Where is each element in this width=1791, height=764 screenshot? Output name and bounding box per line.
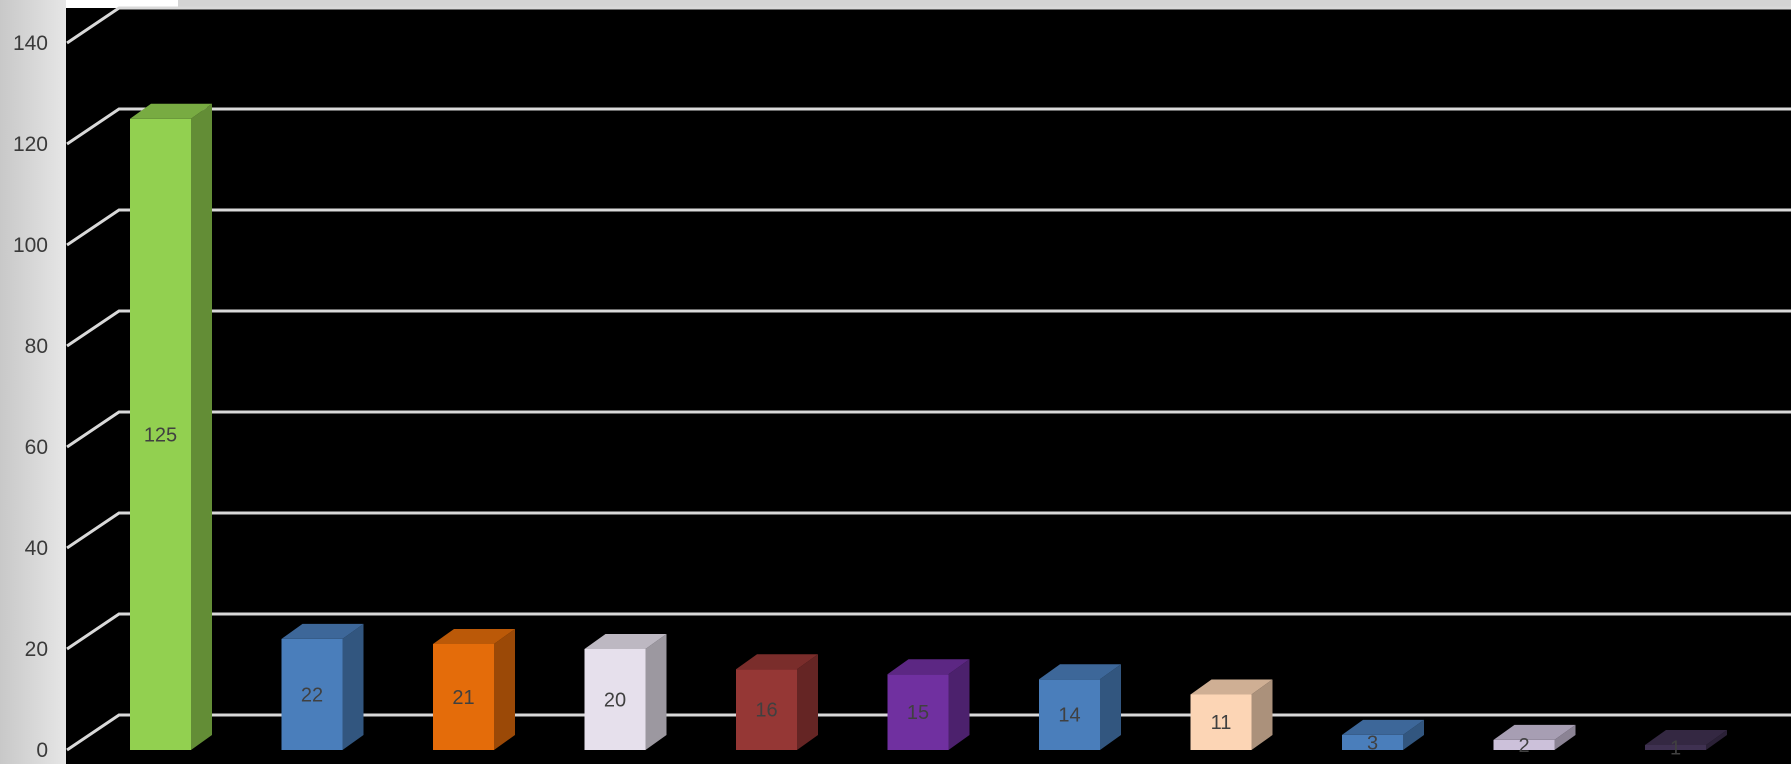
bar-top xyxy=(584,634,667,649)
gridline xyxy=(66,208,1791,247)
data-label: 14 xyxy=(1058,705,1080,727)
bar-side xyxy=(342,623,364,750)
bar-top xyxy=(1342,719,1424,735)
bar xyxy=(1190,679,1273,750)
y-axis-panel xyxy=(0,0,66,764)
y-tick-label: 60 xyxy=(25,436,48,459)
bar xyxy=(1493,724,1576,750)
data-label: 1 xyxy=(1670,737,1681,759)
gridline xyxy=(66,511,1791,550)
bar xyxy=(1645,729,1727,750)
bar xyxy=(1342,719,1424,750)
bar-front xyxy=(1493,739,1555,750)
bar-side xyxy=(645,634,667,750)
bar-top xyxy=(887,659,970,675)
bar-top xyxy=(281,623,364,639)
y-tick-label: 140 xyxy=(13,32,48,55)
bar-side xyxy=(1100,664,1121,750)
bar-top xyxy=(1190,679,1273,695)
y-tick-label: 100 xyxy=(13,234,48,257)
bar xyxy=(433,628,515,750)
bar-side xyxy=(1251,679,1273,750)
bar xyxy=(1039,664,1121,750)
bar-top xyxy=(736,654,818,670)
bar-front xyxy=(1039,679,1100,750)
y-tick-label: 20 xyxy=(25,638,48,661)
bar-side xyxy=(948,659,970,750)
data-label: 21 xyxy=(452,687,474,709)
bars xyxy=(130,103,1727,750)
bar-side xyxy=(191,103,212,750)
bar-top xyxy=(1645,729,1727,745)
data-label: 16 xyxy=(755,700,777,722)
data-label: 22 xyxy=(301,684,323,706)
data-label: 125 xyxy=(144,424,177,446)
y-axis-ticks: 0 20 40 60 80 100 120 140 xyxy=(13,32,48,762)
bar-front xyxy=(736,669,797,750)
data-label: 11 xyxy=(1211,712,1232,734)
bar-front xyxy=(584,649,646,750)
y-tick-label: 40 xyxy=(25,537,48,560)
bar-front xyxy=(433,643,494,750)
gridline xyxy=(66,410,1791,449)
bar-side xyxy=(1706,729,1727,750)
bar-top xyxy=(130,103,212,119)
data-label: 3 xyxy=(1367,732,1378,754)
y-tick-label: 80 xyxy=(25,335,48,358)
bar-front xyxy=(1342,734,1403,750)
top-strip xyxy=(178,0,1791,8)
gridline xyxy=(66,309,1791,348)
bar xyxy=(281,623,364,750)
bar-side xyxy=(797,654,818,750)
bar-top xyxy=(1039,664,1121,680)
gridline xyxy=(66,107,1791,146)
bar-front xyxy=(130,118,191,750)
bar xyxy=(584,634,667,750)
gridline xyxy=(66,612,1791,651)
bar-front xyxy=(1645,744,1706,750)
top-strip-light xyxy=(66,0,178,8)
bar xyxy=(887,659,970,750)
data-label: 20 xyxy=(604,690,626,712)
data-label: 2 xyxy=(1518,735,1529,757)
bar-front xyxy=(1190,694,1252,750)
bar-top xyxy=(433,628,515,644)
data-label: 15 xyxy=(907,702,929,724)
bar-side xyxy=(494,628,515,750)
y-tick-label: 120 xyxy=(13,133,48,156)
bar xyxy=(736,654,818,750)
bar-side xyxy=(1403,719,1424,750)
y-tick-label: 0 xyxy=(36,739,48,762)
bar xyxy=(130,103,212,750)
bar-front xyxy=(887,674,949,750)
gridline xyxy=(66,6,1791,45)
bar-top xyxy=(1493,724,1576,740)
bar-side xyxy=(1554,724,1576,750)
bar-front xyxy=(281,638,343,750)
